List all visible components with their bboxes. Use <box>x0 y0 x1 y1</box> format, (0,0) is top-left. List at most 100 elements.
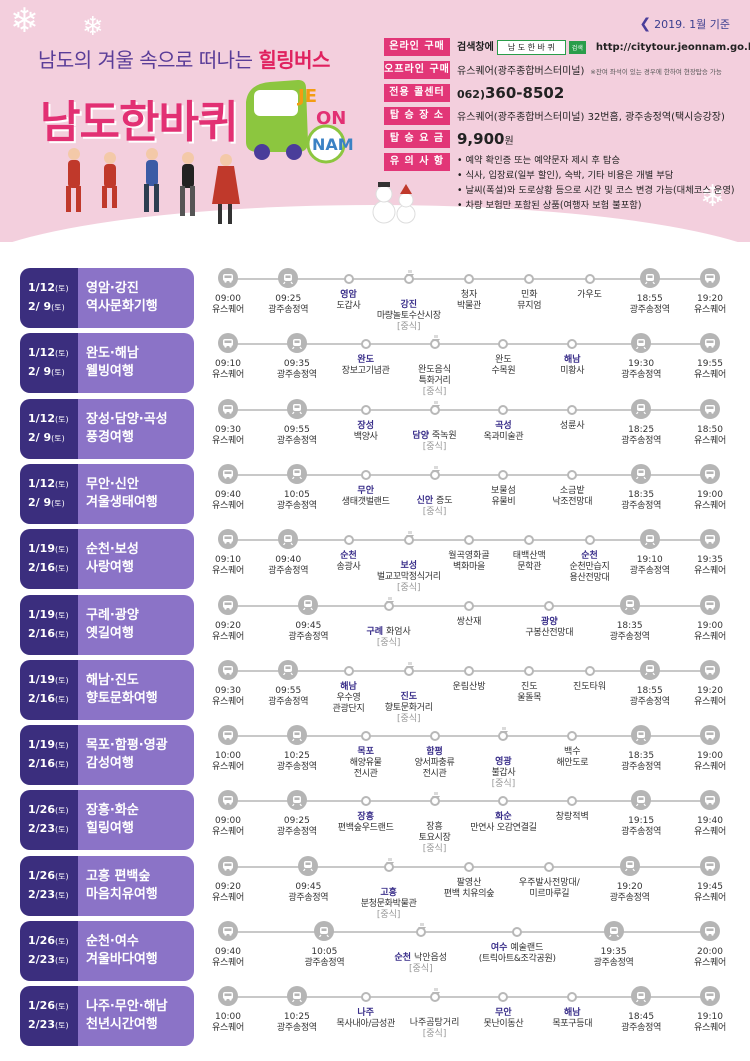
tour-name: 해남·진도 향토문화여행 <box>78 659 194 720</box>
stop-time: 10:05 <box>283 489 310 500</box>
tour-label[interactable]: 1/19(토) 2/16(토) 해남·진도 향토문화여행 <box>20 659 194 720</box>
bus-icon <box>218 529 238 550</box>
notice-item: 차량 보험만 포함된 상품(여행자 보험 불포함) <box>457 198 744 213</box>
route-stop: 10:25 광주송정역 <box>257 725 337 773</box>
stop-time: 가우도 <box>577 290 602 300</box>
lunch-tag: [중식] <box>396 713 421 724</box>
route-stop: 19:55 유스퀘어 <box>670 333 750 381</box>
tour-name: 순천·보성 사랑여행 <box>78 529 194 590</box>
tour-label[interactable]: 1/26(토) 2/23(토) 순천·여수 겨울바다여행 <box>20 921 194 981</box>
info-notice: 유 의 사 항 <box>384 151 744 172</box>
header-banner: ❄ ❄ ❄ ❮ 2019. 1월 기준 남도의 겨울 속으로 떠나는 힐링버스 남… <box>0 0 750 242</box>
stop-place: 순천만습지 용산전망대 <box>569 562 610 584</box>
tour-label[interactable]: 1/26(토) 2/23(토) 장흥·화순 힐링여행 <box>20 790 194 851</box>
bus-icon <box>700 268 720 288</box>
route-stop: 진도 울돌목 <box>489 660 569 704</box>
stop-place: 문학관 <box>517 562 542 573</box>
tour-dates: 1/12(토) 2/ 9(토) <box>20 268 78 328</box>
route-stop: 완도 수목원 <box>463 333 543 377</box>
bus-icon <box>700 529 720 550</box>
stop-time: 18:25 <box>628 424 655 435</box>
bus-icon <box>218 921 238 941</box>
bus-icon <box>218 594 238 615</box>
chevron-left-icon: ❮ <box>639 16 652 32</box>
tour-label[interactable]: 1/19(토) 2/16(토) 목포·함평·영광 감성여행 <box>20 725 194 786</box>
tour-label[interactable]: 1/26(토) 2/23(토) 고흥 편백숲 마음치유여행 <box>20 855 194 916</box>
route-stop: 해남 목포구등대 <box>532 986 612 1030</box>
route-stop: 순천 송광사 <box>309 529 389 573</box>
bus-icon <box>700 333 720 354</box>
bus-icon <box>218 855 238 876</box>
bus-logo-icon: JE ON NAM <box>246 80 354 164</box>
stop-time: 19:10 <box>636 555 663 566</box>
stop-place: 유스퀘어 <box>212 370 244 381</box>
stop-time: 19:55 <box>697 359 723 370</box>
route-stop: 완도음식 특화거리 [중식] <box>395 333 475 398</box>
route-line <box>228 408 710 411</box>
bus-icon <box>700 463 720 484</box>
route-stop: 10:00 유스퀘어 <box>188 725 268 773</box>
stop-dot-icon <box>498 796 509 807</box>
bus-icon <box>218 986 238 1007</box>
lunch-tag: [중식] <box>396 322 421 332</box>
route-stop: 19:20 유스퀘어 <box>670 659 750 708</box>
tour-label[interactable]: 1/26(토) 2/23(토) 나주·무안·해남 천년시간여행 <box>20 986 194 1047</box>
stop-dot-icon <box>524 665 535 676</box>
tour-label[interactable]: 1/12(토) 2/ 9(토) 무안·신안 겨울생태여행 <box>20 463 194 524</box>
route-stop: 09:45 광주송정역 <box>268 855 348 904</box>
tour-dates: 1/26(토) 2/23(토) <box>20 855 78 916</box>
tour-row: 1/12(토) 2/ 9(토) 영암·강진 역사문화기행 09:00 유스퀘어 09:25 광… <box>0 268 750 334</box>
stop-place: 광주송정역 <box>621 500 662 511</box>
route-stop: 10:25 광주송정역 <box>257 986 337 1034</box>
tour-name: 고흥 편백숲 마음치유여행 <box>78 855 194 916</box>
tour-name: 장성·담양·곡성 풍경여행 <box>78 398 194 459</box>
stop-place: 토요시장 <box>418 833 451 844</box>
route-stop: 09:20 유스퀘어 <box>188 855 268 904</box>
train-icon <box>639 268 660 288</box>
region-label: 고흥 <box>380 887 397 898</box>
stop-time: 10:25 <box>283 751 310 762</box>
stop-time: 19:00 <box>697 620 723 631</box>
stop-time: 09:40 <box>215 947 241 957</box>
tour-row: 1/26(토) 2/23(토) 순천·여수 겨울바다여행 09:40 유스퀘어 10:05 광… <box>0 921 750 987</box>
stop-place: 유스퀘어 <box>694 958 726 968</box>
stop-time: 19:35 <box>697 555 723 566</box>
stop-time: 운림산방 <box>452 681 486 692</box>
stop-place: 광주송정역 <box>304 958 345 968</box>
tour-label[interactable]: 1/12(토) 2/ 9(토) 장성·담양·곡성 풍경여행 <box>20 398 194 459</box>
region-label: 함평 <box>426 747 443 758</box>
route-stop: 고흥 분청문화박물관 [중식] <box>349 856 429 921</box>
site-url[interactable]: http://citytour.jeonnam.go.kr <box>595 42 750 53</box>
stop-dot-icon <box>429 731 440 742</box>
stop-dot-icon <box>567 796 578 807</box>
tour-row: 1/12(토) 2/ 9(토) 완도·해남 웰빙여행 09:10 유스퀘어 09:35 광주송… <box>0 333 750 399</box>
tour-label[interactable]: 1/19(토) 2/16(토) 구례·광양 옛길여행 <box>20 594 194 655</box>
region-label: 장성 <box>357 420 374 431</box>
stop-place: 유스퀘어 <box>212 305 244 315</box>
stop-place: 우수영 관광단지 <box>332 692 365 714</box>
region-label: 무안 <box>357 485 374 496</box>
tour-label[interactable]: 1/12(토) 2/ 9(토) 완도·해남 웰빙여행 <box>20 333 194 394</box>
route-line <box>228 473 710 476</box>
stop-time: 쌍산재 <box>456 616 482 627</box>
stop-time: 19:30 <box>628 359 655 370</box>
stop-time: 19:15 <box>628 816 655 827</box>
stop-place: 광주송정역 <box>276 370 317 381</box>
lunch-tag: [중식] <box>491 779 516 790</box>
stop-place: 유스퀘어 <box>212 958 244 968</box>
notice-item: 식사, 입장료(일부 할인), 숙박, 기타 비용은 개별 부담 <box>457 168 744 183</box>
route-stop: 담양 죽녹원 [중식] <box>395 399 475 453</box>
date-note: ❮ 2019. 1월 기준 <box>639 16 730 32</box>
train-icon <box>286 463 307 484</box>
tour-label[interactable]: 1/19(토) 2/16(토) 순천·보성 사랑여행 <box>20 529 194 590</box>
route-stop: 19:00 유스퀘어 <box>670 594 750 643</box>
info-online: 온라인 구매 검색창에 남 도 한 바 퀴 검색 http://citytour.je… <box>384 36 750 57</box>
lunch-tag: [중식] <box>409 964 433 974</box>
stop-place: 유스퀘어 <box>212 631 244 642</box>
tour-label[interactable]: 1/12(토) 2/ 9(토) 영암·강진 역사문화기행 <box>20 268 194 328</box>
stop-place: 광주송정역 <box>268 566 309 577</box>
stop-place: 해양유물 전시관 <box>349 758 382 780</box>
region-label: 순천 <box>394 953 412 963</box>
route-stop: 태백산맥 문학관 <box>489 529 569 573</box>
stop-time: 팔영산 <box>456 877 482 888</box>
